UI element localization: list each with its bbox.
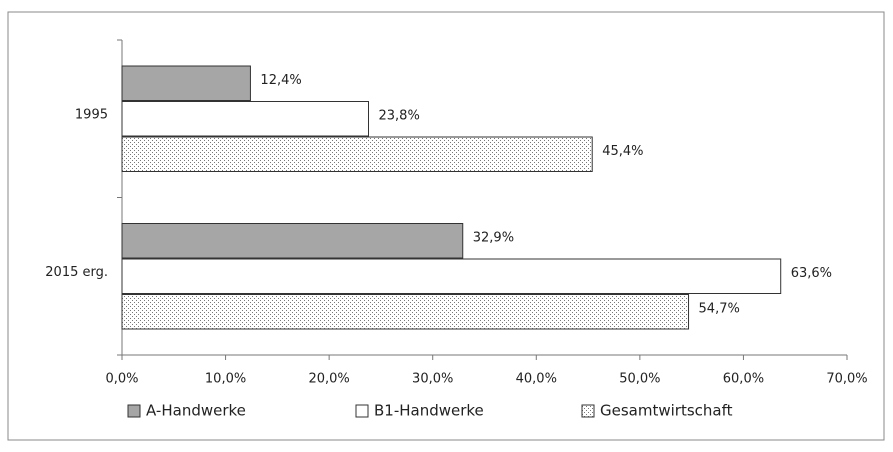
legend-swatch	[355, 404, 369, 418]
x-tick-label: 60,0%	[723, 372, 764, 387]
value-label: 32,9%	[473, 230, 514, 245]
value-label: 12,4%	[260, 73, 301, 88]
legend-swatch	[127, 404, 141, 418]
value-label: 45,4%	[602, 144, 643, 159]
x-tick-label: 50,0%	[619, 372, 660, 387]
x-tick-label: 20,0%	[308, 372, 349, 387]
legend-swatch	[581, 404, 595, 418]
x-tick-label: 40,0%	[516, 372, 557, 387]
legend-label: A-Handwerke	[146, 402, 246, 420]
bar	[121, 101, 369, 137]
bar	[121, 258, 782, 294]
bar	[121, 136, 593, 172]
x-tick-label: 70,0%	[826, 372, 867, 387]
value-label: 54,7%	[699, 301, 740, 316]
bar	[121, 294, 690, 330]
y-tick-label: 1995	[75, 107, 108, 122]
bar	[121, 65, 251, 101]
bar	[121, 223, 464, 259]
x-tick-label: 10,0%	[205, 372, 246, 387]
legend-label: Gesamtwirtschaft	[600, 402, 733, 420]
x-tick-label: 0,0%	[105, 372, 138, 387]
y-tick-label: 2015 erg.	[45, 265, 108, 280]
value-label: 23,8%	[379, 108, 420, 123]
x-tick-label: 30,0%	[412, 372, 453, 387]
value-label: 63,6%	[791, 266, 832, 281]
legend-label: B1-Handwerke	[374, 402, 484, 420]
